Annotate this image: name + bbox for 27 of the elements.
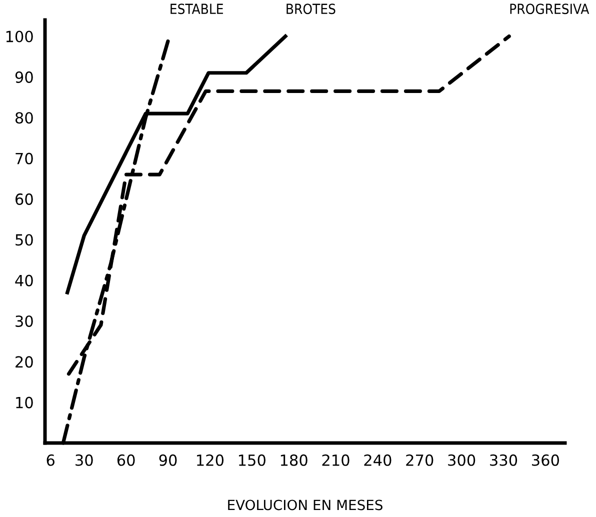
y-tick-label: 10 (16, 396, 33, 408)
x-tick-label: 30 (76, 454, 93, 466)
x-tick-label: 240 (364, 454, 392, 466)
y-tick-label: 60 (16, 193, 33, 205)
y-tick-label: 70 (16, 152, 33, 164)
y-tick-label: 80 (15, 112, 33, 124)
series-label: BROTES (286, 4, 336, 14)
x-tick-label: 210 (322, 454, 350, 466)
x-tick-label: 90 (159, 454, 177, 466)
x-tick-label: 270 (406, 454, 434, 466)
x-tick-label: 300 (448, 454, 476, 466)
x-tick-label: 180 (280, 454, 308, 466)
x-tick-label: 6 (46, 454, 54, 466)
y-tick-label: 50 (16, 234, 33, 246)
x-tick-label: 330 (490, 454, 518, 466)
x-tick-label: 120 (197, 454, 224, 466)
series-label: ESTABLE (170, 4, 223, 14)
x-axis-title: EVOLUCION EN MESES (228, 500, 382, 510)
y-tick-label: 100 (6, 30, 33, 42)
x-tick-label: 360 (532, 454, 559, 466)
y-tick-label: 90 (15, 71, 33, 83)
series-label: PROGRESIVA (510, 4, 590, 14)
x-tick-label: 150 (238, 454, 266, 466)
y-tick-label: 20 (16, 356, 33, 368)
y-tick-label: 30 (16, 315, 33, 327)
x-tick-label: 60 (117, 454, 135, 466)
y-tick-label: 40 (15, 274, 33, 286)
